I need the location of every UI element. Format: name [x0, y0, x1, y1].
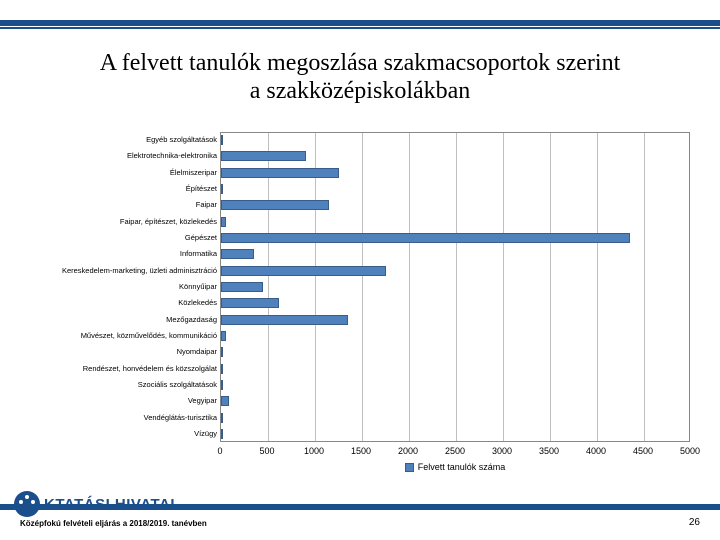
category-label: Gépészet	[22, 233, 217, 242]
x-tick-label: 4000	[586, 446, 606, 456]
category-label: Nyomdaipar	[22, 347, 217, 356]
footer-caption: Középfokú felvételi eljárás a 2018/2019.…	[20, 519, 207, 528]
legend-label: Felvett tanulók száma	[418, 462, 506, 472]
title-line-2: a szakközépiskolákban	[250, 78, 471, 104]
category-label: Rendészet, honvédelem és közszolgálat	[22, 364, 217, 373]
bar	[221, 184, 223, 194]
category-label: Faipar	[22, 200, 217, 209]
gridline	[644, 133, 645, 441]
legend-swatch	[405, 463, 414, 472]
plot-area	[220, 132, 690, 442]
category-label: Elektrotechnika-elektronika	[22, 151, 217, 160]
top-divider-thick	[0, 20, 720, 26]
bar	[221, 380, 223, 390]
category-label: Mezőgazdaság	[22, 315, 217, 324]
gridline	[456, 133, 457, 441]
gridline	[315, 133, 316, 441]
x-axis: 0500100015002000250030003500400045005000	[220, 444, 690, 460]
category-label: Faipar, építészet, közlekedés	[22, 217, 217, 226]
x-tick-label: 1000	[304, 446, 324, 456]
x-tick-label: 500	[259, 446, 274, 456]
page-number: 26	[689, 517, 700, 528]
gridline	[597, 133, 598, 441]
x-tick-label: 4500	[633, 446, 653, 456]
logo-dot	[25, 495, 29, 499]
category-label: Egyéb szolgáltatások	[22, 135, 217, 144]
gridline	[409, 133, 410, 441]
top-divider-thin	[0, 27, 720, 29]
bar-chart: Egyéb szolgáltatások Elektrotechnika-elek…	[25, 132, 695, 474]
bar	[221, 200, 329, 210]
category-label: Vendéglátás-turisztika	[22, 413, 217, 422]
page-root: A felvett tanulók megoszlása szakmacsopo…	[0, 0, 720, 540]
category-label: Informatika	[22, 249, 217, 258]
bar	[221, 168, 339, 178]
bar	[221, 233, 630, 243]
bar	[221, 331, 226, 341]
bar	[221, 249, 254, 259]
bar	[221, 396, 229, 406]
x-tick-label: 3500	[539, 446, 559, 456]
category-label: Vízügy	[22, 429, 217, 438]
bar	[221, 135, 223, 145]
x-tick-label: 2000	[398, 446, 418, 456]
title-line-1: A felvett tanulók megoszlása szakmacsopo…	[100, 50, 621, 76]
category-label: Művészet, közművelődés, kommunikáció	[22, 331, 217, 340]
category-label: Vegyipar	[22, 396, 217, 405]
gridline	[362, 133, 363, 441]
bar	[221, 413, 223, 423]
x-tick-label: 5000	[680, 446, 700, 456]
category-label: Könnyűipar	[22, 282, 217, 291]
gridline	[550, 133, 551, 441]
footer-divider	[0, 504, 720, 510]
gridline	[503, 133, 504, 441]
bar	[221, 217, 226, 227]
bar	[221, 266, 386, 276]
category-label: Élelmiszeripar	[22, 168, 217, 177]
bar	[221, 364, 223, 374]
gridline	[268, 133, 269, 441]
top-divider	[0, 20, 720, 30]
category-label: Építészet	[22, 184, 217, 193]
x-tick-label: 2500	[445, 446, 465, 456]
page-title: A felvett tanulók megoszlása szakmacsopo…	[0, 50, 720, 105]
category-label: Szociális szolgáltatások	[22, 380, 217, 389]
bar	[221, 151, 306, 161]
bar	[221, 298, 279, 308]
x-tick-label: 3000	[492, 446, 512, 456]
legend: Felvett tanulók száma	[220, 462, 690, 476]
bar	[221, 282, 263, 292]
bar	[221, 429, 223, 439]
bar	[221, 315, 348, 325]
category-label: Kereskedelem-marketing, üzleti adminiszt…	[22, 266, 217, 275]
x-tick-label: 0	[217, 446, 222, 456]
bar	[221, 347, 223, 357]
x-tick-label: 1500	[351, 446, 371, 456]
category-label: Közlekedés	[22, 298, 217, 307]
